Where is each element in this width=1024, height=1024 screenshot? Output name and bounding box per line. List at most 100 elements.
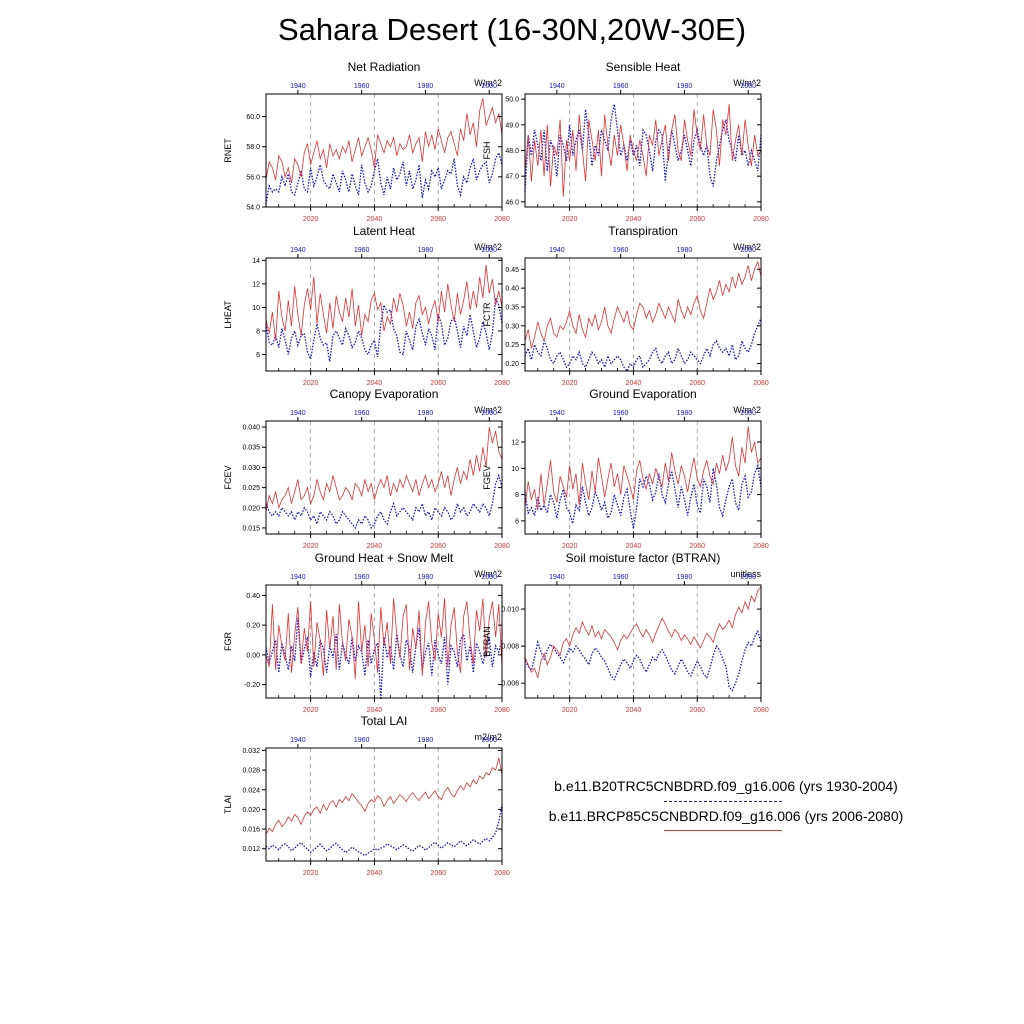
units-label: m2/m2 bbox=[474, 732, 502, 742]
y-tick-label: 50.0 bbox=[505, 97, 519, 104]
x-tick-label-top: 1980 bbox=[418, 247, 434, 254]
x-tick-label-bottom: 2080 bbox=[753, 216, 769, 223]
y-tick-label: 0.40 bbox=[505, 286, 519, 293]
y-tick-label: 48.0 bbox=[505, 148, 519, 155]
chart-title: Soil moisture factor (BTRAN) bbox=[566, 551, 721, 565]
x-tick-label-bottom: 2040 bbox=[367, 216, 383, 223]
chart-panel-5: Ground Evaporation W/m^2 FGEV 6 8 10 12 2020 204… bbox=[482, 387, 769, 550]
x-tick-label-top: 2000 bbox=[740, 247, 756, 254]
y-tick-label: 0.010 bbox=[501, 607, 519, 614]
y-tick-label: 0.028 bbox=[242, 768, 260, 775]
x-tick-label-bottom: 2080 bbox=[494, 707, 510, 714]
chart-panel-8: Total LAI m2/m2 TLAI 0.012 0.016 0.020 0.024 0.… bbox=[223, 714, 510, 877]
y-tick-label: 47.0 bbox=[505, 174, 519, 181]
x-tick-label-bottom: 2020 bbox=[303, 216, 319, 223]
plot-frame bbox=[265, 584, 503, 699]
series-line-future bbox=[265, 265, 503, 341]
series-line-historical bbox=[265, 473, 503, 530]
x-tick-label-bottom: 2060 bbox=[689, 707, 705, 714]
y-tick-label: 60.0 bbox=[246, 114, 260, 121]
y-tick-label: 10 bbox=[511, 466, 519, 473]
x-tick-label-top: 1960 bbox=[354, 247, 370, 254]
x-tick-label-top: 1960 bbox=[613, 574, 629, 581]
x-tick-label-bottom: 2080 bbox=[494, 543, 510, 550]
chart-title: Total LAI bbox=[361, 714, 408, 728]
x-tick-label-bottom: 2020 bbox=[562, 543, 578, 550]
y-axis-label: FCTR bbox=[482, 302, 492, 326]
y-tick-label: 0.020 bbox=[242, 505, 260, 512]
series-line-historical bbox=[524, 104, 762, 192]
y-tick-label: 8 bbox=[256, 328, 260, 335]
x-tick-label-bottom: 2020 bbox=[303, 707, 319, 714]
y-tick-label: 12 bbox=[252, 281, 260, 288]
plot-frame bbox=[265, 420, 503, 535]
x-tick-label-bottom: 2040 bbox=[626, 380, 642, 387]
y-tick-label: 0.45 bbox=[505, 267, 519, 274]
plot-frame bbox=[524, 257, 762, 372]
x-tick-label-top: 1940 bbox=[290, 574, 306, 581]
x-tick-label-top: 1940 bbox=[290, 247, 306, 254]
y-axis-label: FGEV bbox=[482, 465, 492, 490]
x-tick-label-bottom: 2040 bbox=[367, 543, 383, 550]
x-tick-label-bottom: 2020 bbox=[303, 543, 319, 550]
y-tick-label: 0.20 bbox=[246, 623, 260, 630]
page-title: Sahara Desert (16-30N,20W-30E) bbox=[277, 12, 747, 47]
x-tick-label-bottom: 2040 bbox=[626, 543, 642, 550]
plot-frame bbox=[524, 420, 762, 535]
x-tick-label-bottom: 2060 bbox=[430, 707, 446, 714]
legend-line-historical bbox=[664, 801, 782, 802]
series-line-future bbox=[265, 98, 503, 183]
x-tick-label-top: 1980 bbox=[677, 247, 693, 254]
y-axis-label: FCEV bbox=[223, 465, 233, 489]
x-tick-label-bottom: 2040 bbox=[367, 870, 383, 877]
y-tick-label: 0.015 bbox=[242, 525, 260, 532]
series-line-future bbox=[265, 757, 503, 835]
x-tick-label-top: 1960 bbox=[354, 737, 370, 744]
x-tick-label-top: 1960 bbox=[613, 247, 629, 254]
y-tick-label: 0.020 bbox=[242, 807, 260, 814]
x-tick-label-top: 1940 bbox=[290, 410, 306, 417]
chart-title: Transpiration bbox=[608, 224, 678, 238]
x-tick-label-top: 2000 bbox=[481, 574, 497, 581]
x-tick-label-top: 1940 bbox=[549, 410, 565, 417]
y-tick-label: 0.035 bbox=[242, 445, 260, 452]
x-tick-label-top: 1980 bbox=[418, 574, 434, 581]
plot-frame bbox=[265, 257, 503, 372]
x-tick-label-top: 1940 bbox=[290, 83, 306, 90]
series-line-future bbox=[524, 104, 762, 197]
y-tick-label: 54.0 bbox=[246, 205, 260, 212]
x-tick-label-top: 1940 bbox=[549, 574, 565, 581]
series-line-historical bbox=[265, 617, 503, 700]
units-label: W/m^2 bbox=[733, 242, 761, 252]
y-tick-label: 46.0 bbox=[505, 199, 519, 206]
y-tick-label: 0.024 bbox=[242, 787, 260, 794]
plot-frame bbox=[524, 93, 762, 208]
x-tick-label-bottom: 2060 bbox=[430, 543, 446, 550]
y-tick-label: 10 bbox=[252, 305, 260, 312]
chart-panel-2: Latent Heat W/m^2 LHEAT 6 8 10 12 14 2020 2040 206… bbox=[223, 224, 510, 387]
x-tick-label-top: 2000 bbox=[481, 737, 497, 744]
chart-title: Canopy Evaporation bbox=[330, 387, 439, 401]
units-label: unitless bbox=[730, 569, 761, 579]
x-tick-label-bottom: 2080 bbox=[753, 707, 769, 714]
plot-frame bbox=[265, 93, 503, 208]
y-tick-label: 0.006 bbox=[501, 681, 519, 688]
series-line-future bbox=[524, 586, 762, 680]
y-tick-label: -0.20 bbox=[244, 682, 260, 689]
x-tick-label-top: 2000 bbox=[740, 83, 756, 90]
y-axis-label: FGR bbox=[223, 632, 233, 651]
x-tick-label-top: 1960 bbox=[613, 83, 629, 90]
y-tick-label: 0.012 bbox=[242, 846, 260, 853]
y-tick-label: 0.00 bbox=[246, 652, 260, 659]
x-tick-label-top: 1960 bbox=[613, 410, 629, 417]
y-tick-label: 0.25 bbox=[505, 342, 519, 349]
x-tick-label-top: 1980 bbox=[418, 83, 434, 90]
units-label: W/m^2 bbox=[733, 78, 761, 88]
x-tick-label-bottom: 2060 bbox=[430, 870, 446, 877]
x-tick-label-bottom: 2060 bbox=[689, 216, 705, 223]
y-tick-label: 0.35 bbox=[505, 304, 519, 311]
chart-panel-0: Net Radiation W/m^2 RNET 54.0 56.0 58.0 60.0 20… bbox=[223, 60, 510, 223]
y-tick-label: 0.032 bbox=[242, 748, 260, 755]
series-line-future bbox=[265, 598, 503, 679]
x-tick-label-bottom: 2080 bbox=[494, 380, 510, 387]
